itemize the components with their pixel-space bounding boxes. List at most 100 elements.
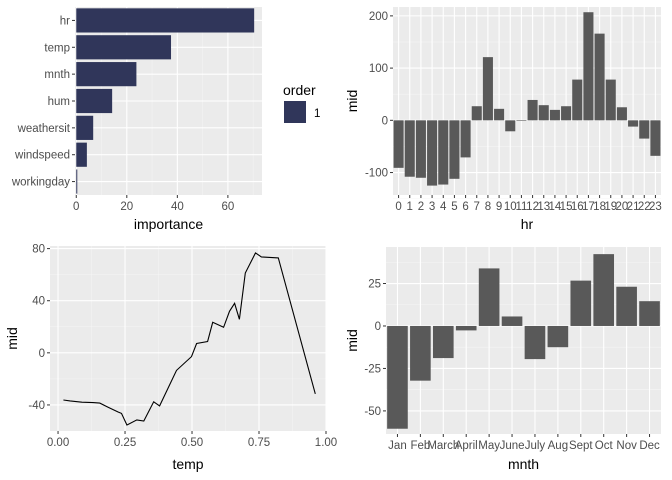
importance-bar <box>76 142 87 167</box>
hr-x-tick-label: 9 <box>496 201 502 213</box>
hr-y-axis-title: mid <box>344 90 360 113</box>
hr-x-tick-label: 3 <box>429 201 435 213</box>
importance-category-tick-label: mnth <box>44 69 70 81</box>
hr-x-tick-label: 6 <box>462 201 468 213</box>
mnth-bar <box>501 316 523 326</box>
hr-x-tick-label: 13 <box>537 201 550 213</box>
importance-category-tick-label: weathersit <box>17 123 71 135</box>
importance-bar <box>76 88 113 114</box>
mnth-x-tick-label: Oct <box>595 440 614 452</box>
hr-x-tick-label: 4 <box>440 201 447 213</box>
temp-x-tick-label: 0.00 <box>47 437 69 449</box>
mnth-bar <box>387 325 408 429</box>
hr-bar <box>616 107 627 121</box>
importance-bar <box>76 169 78 194</box>
temp-panel-background <box>50 246 326 431</box>
importance-bar <box>76 115 94 140</box>
hr-bar <box>415 120 426 178</box>
hr-bar <box>549 109 560 121</box>
temp-y-tick-label: 80 <box>32 244 45 256</box>
mnth-x-tick-label: Aug <box>548 440 568 452</box>
mnth-x-tick-label: Feb <box>410 440 430 452</box>
hr-x-tick-label: 20 <box>616 201 629 213</box>
mnth-bar <box>547 325 569 348</box>
mnth-x-tick-label: July <box>525 440 546 452</box>
mnth-bar <box>570 280 592 326</box>
hr-x-tick-label: 16 <box>571 201 584 213</box>
hr-panel-background <box>393 7 661 195</box>
mnth-y-axis-title: mid <box>344 329 360 352</box>
hr-x-tick-label: 0 <box>395 201 401 213</box>
hr-bar <box>482 57 493 121</box>
hr-y-tick-label: 200 <box>369 11 388 23</box>
hr-bar <box>527 99 538 121</box>
hr-x-tick-label: 21 <box>627 201 640 213</box>
importance-x-tick-label: 0 <box>73 201 79 213</box>
hr-x-tick-label: 11 <box>515 201 527 213</box>
mnth-x-tick-label: Dec <box>639 440 660 452</box>
hr-bar <box>494 108 505 121</box>
mnth-y-tick-label: 0 <box>375 321 381 333</box>
hr-bar <box>427 120 438 186</box>
hr-bar <box>639 120 650 139</box>
hr-x-tick-label: 17 <box>582 201 595 213</box>
importance-x-tick-label: 60 <box>221 201 234 213</box>
mnth-x-tick-label: April <box>455 440 478 452</box>
temp-x-tick-label: 0.25 <box>114 437 136 449</box>
mnth-x-axis-title: mnth <box>508 456 539 472</box>
hr-bar <box>605 79 616 121</box>
hr-y-tick-label: 100 <box>369 63 388 75</box>
hr-y-tick-label: -100 <box>365 168 388 180</box>
legend-key-label: 1 <box>314 108 320 120</box>
hr-x-tick-label: 5 <box>451 201 457 213</box>
importance-category-tick-label: workingday <box>11 177 70 189</box>
mnth-bar <box>593 254 615 326</box>
mnth-bar <box>616 286 637 326</box>
hr-bar <box>538 105 549 121</box>
hr-x-tick-label: 1 <box>407 201 413 213</box>
hr-bar <box>583 12 594 121</box>
hr-bar <box>460 120 471 158</box>
mnth-y-tick-label: 25 <box>368 279 381 291</box>
temp-y-tick-label: 40 <box>32 296 45 308</box>
legend-title: order <box>283 82 316 98</box>
temp-y-axis-title: mid <box>4 327 20 350</box>
mnth-bar <box>455 325 477 331</box>
temp-y-tick-label: 0 <box>39 348 45 360</box>
legend-key-swatch <box>284 101 306 123</box>
hr-bar <box>561 106 572 121</box>
importance-bar <box>76 8 255 33</box>
temp-x-tick-label: 0.50 <box>181 437 203 449</box>
hr-bar <box>572 79 583 121</box>
importance-category-tick-label: windspeed <box>14 150 70 162</box>
hr-x-tick-label: 8 <box>485 201 491 213</box>
importance-category-tick-label: temp <box>44 42 70 54</box>
importance-bar <box>76 62 137 87</box>
hr-x-tick-label: 15 <box>560 201 573 213</box>
hr-x-tick-label: 14 <box>549 201 562 213</box>
hr-bar <box>594 33 605 121</box>
hr-bar <box>393 120 404 168</box>
mnth-x-tick-label: Jan <box>388 440 407 452</box>
mnth-y-tick-label: -25 <box>364 363 381 375</box>
mnth-x-tick-label: March <box>427 440 459 452</box>
importance-x-tick-label: 40 <box>171 201 184 213</box>
hr-x-tick-label: 23 <box>649 201 662 213</box>
hr-x-axis-title: hr <box>521 216 534 232</box>
mnth-bar <box>478 268 500 326</box>
hr-x-tick-label: 2 <box>418 201 424 213</box>
importance-legend: order 1 <box>283 82 320 123</box>
temp-x-tick-label: 0.75 <box>248 437 270 449</box>
mnth-x-tick-label: June <box>500 440 525 452</box>
hr-bar <box>471 106 482 121</box>
hr-x-tick-label: 22 <box>638 201 651 213</box>
temp-x-tick-label: 1.00 <box>315 437 337 449</box>
mnth-bar <box>524 325 546 360</box>
mnth-bar <box>432 325 454 359</box>
hr-x-tick-label: 19 <box>604 201 617 213</box>
hr-x-tick-label: 7 <box>474 201 480 213</box>
hr-bar <box>449 120 460 179</box>
importance-x-axis-title: importance <box>134 216 203 232</box>
